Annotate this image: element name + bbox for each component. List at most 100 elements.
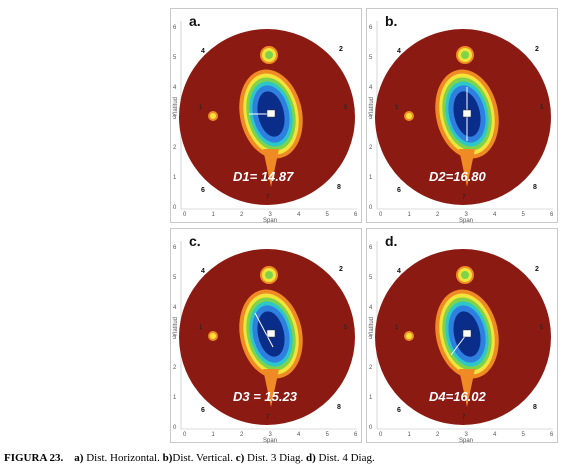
edge-number: 6 (397, 407, 401, 414)
left-spot (210, 113, 216, 119)
y-tick-label: 3 (369, 335, 373, 341)
x-axis-label: Span (459, 438, 473, 444)
panel-letter: a. (189, 13, 201, 29)
anomaly-tail (459, 369, 475, 407)
center-marker (462, 329, 472, 338)
y-tick-label: 4 (173, 85, 177, 91)
edge-number: 4 (397, 48, 401, 55)
x-tick-label: 1 (408, 432, 412, 438)
edge-number: 8 (337, 184, 341, 191)
heatmap-c: 00 1 1 2 2 3 3 4 4 5 5 6 6 Span Ylatitud 1 5 7 4 2 6 8 (173, 241, 358, 444)
x-tick-label: 4 (297, 212, 301, 218)
y-tick-label: 0 (173, 205, 177, 211)
y-tick-label: 2 (369, 365, 373, 371)
heatmap-a: 00 1 1 2 2 3 3 4 4 5 5 6 6 Span Ylatitud 1 5 7 4 2 6 8 (173, 21, 358, 224)
caption-a-key: a) (74, 452, 84, 464)
heatmap-b: 00 1 1 2 2 3 3 4 4 5 5 6 6 Span Ylatitud 1 5 7 4 2 6 8 (369, 21, 554, 224)
x-axis-label: Span (263, 218, 277, 224)
top-spot (461, 51, 469, 59)
panel-a: 0 0 1 1 2 2 3 3 4 4 5 5 6 6 Span Ylatitud 1 5 7 4 2 6 8 a. D1=… (170, 8, 362, 224)
y-tick-label: 6 (369, 25, 373, 31)
corner-spot (515, 29, 551, 43)
y-tick-label: 5 (369, 275, 373, 281)
inner-number: 5 (344, 105, 348, 111)
x-tick-label: 4 (297, 432, 301, 438)
y-tick-label: 5 (173, 55, 177, 61)
edge-number: 2 (535, 46, 539, 53)
edge-spot (181, 155, 189, 163)
center-marker (266, 329, 276, 338)
x-tick-label: 6 (354, 212, 358, 218)
caption-c-text: Dist. 3 Diag. (244, 452, 306, 464)
inner-number: 5 (344, 325, 348, 331)
y-axis-label: Ylatitud (173, 97, 179, 117)
anomaly-tail (263, 369, 279, 407)
inner-number: 1 (199, 325, 203, 331)
inner-number: 5 (540, 325, 544, 331)
panel-letter: c. (189, 233, 201, 249)
top-spot (461, 271, 469, 279)
panel-c: 0 0 1 1 2 2 3 3 4 4 5 5 6 6 Span Ylatitud 1 5 7 4 2 6 8 c. D3 … (170, 228, 362, 444)
caption-d-key: d) (306, 452, 316, 464)
corner-spot (324, 249, 355, 258)
x-tick-label: 6 (550, 212, 554, 218)
x-tick-label: 3 (465, 432, 469, 438)
edge-number: 2 (339, 266, 343, 273)
y-tick-label: 1 (173, 175, 177, 181)
edge-spot (181, 375, 189, 383)
distance-label: D1= 14.87 (233, 169, 294, 184)
left-spot (210, 333, 216, 339)
y-tick-label: 0 (369, 205, 373, 211)
y-tick-label: 6 (173, 245, 177, 251)
x-tick-label: 5 (522, 432, 526, 438)
x-tick-label: 3 (269, 432, 273, 438)
distance-label: D4=16.02 (429, 389, 486, 404)
x-tick-label: 0 (379, 432, 383, 438)
edge-spot (379, 377, 383, 381)
corner-spot (319, 249, 355, 263)
y-axis-label: Ylatitud (369, 317, 375, 337)
edge-spot (379, 157, 383, 161)
x-tick-label: 1 (212, 212, 216, 218)
x-tick-label: 5 (522, 212, 526, 218)
y-axis-label: Ylatitud (369, 97, 375, 117)
panel-d: 0 0 1 1 2 2 3 3 4 4 5 5 6 6 Span Ylatitud 1 5 7 4 2 6 8 d. D4=… (366, 228, 558, 444)
edge-number: 2 (535, 266, 539, 273)
y-tick-label: 6 (173, 25, 177, 31)
y-tick-label: 3 (369, 115, 373, 121)
distance-label: D3 = 15.23 (233, 389, 297, 404)
corner-spot (520, 29, 551, 38)
y-tick-label: 0 (369, 425, 373, 431)
y-tick-label: 5 (369, 55, 373, 61)
x-tick-label: 6 (354, 432, 358, 438)
edge-spot (183, 157, 187, 161)
center-marker (266, 109, 276, 118)
y-tick-label: 1 (369, 395, 373, 401)
x-tick-label: 0 (183, 212, 187, 218)
caption-c-key: c) (235, 452, 245, 464)
x-tick-label: 3 (269, 212, 273, 218)
edge-spot (377, 375, 385, 383)
corner-spot (330, 249, 352, 252)
x-tick-label: 1 (212, 432, 216, 438)
y-tick-label: 2 (369, 145, 373, 151)
x-tick-label: 5 (326, 212, 330, 218)
y-tick-label: 4 (369, 85, 373, 91)
corner-spot (520, 249, 551, 258)
measure-line (254, 312, 274, 348)
x-tick-label: 2 (240, 432, 244, 438)
figure-grid: 0 0 1 1 2 2 3 3 4 4 5 5 6 6 Span Ylatitud 1 5 7 4 2 6 8 a. D1=… (170, 8, 558, 444)
caption-label: FIGURA 23. (4, 452, 64, 464)
y-tick-label: 4 (369, 305, 373, 311)
edge-number: 6 (201, 187, 205, 194)
inner-number: 1 (395, 325, 399, 331)
y-tick-label: 1 (369, 175, 373, 181)
corner-spot (324, 29, 355, 38)
x-tick-label: 0 (183, 432, 187, 438)
corner-spot (330, 29, 352, 32)
inner-number: 5 (540, 105, 544, 111)
distance-label: D2=16.80 (429, 169, 486, 184)
y-tick-label: 5 (173, 275, 177, 281)
top-spot (265, 51, 273, 59)
corner-spot (319, 29, 355, 43)
